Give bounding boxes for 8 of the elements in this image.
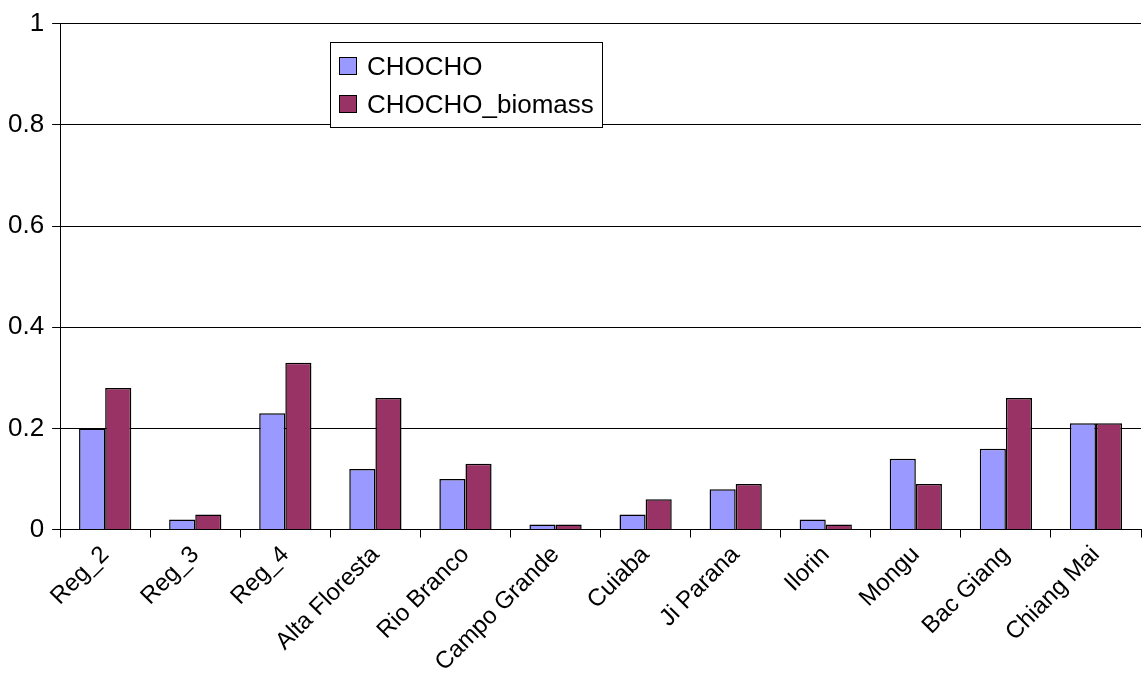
y-tick-label: 0.6: [7, 209, 45, 240]
y-tick-label: 0.4: [7, 310, 45, 341]
y-tick-label: 1: [29, 6, 45, 37]
legend-label: CHOCHO_biomass: [367, 88, 594, 120]
y-tick-label: 0.2: [7, 411, 45, 442]
legend-label: CHOCHO: [367, 50, 483, 82]
y-tick-label: 0.8: [7, 107, 45, 138]
y-tick-label: 0: [29, 512, 45, 543]
